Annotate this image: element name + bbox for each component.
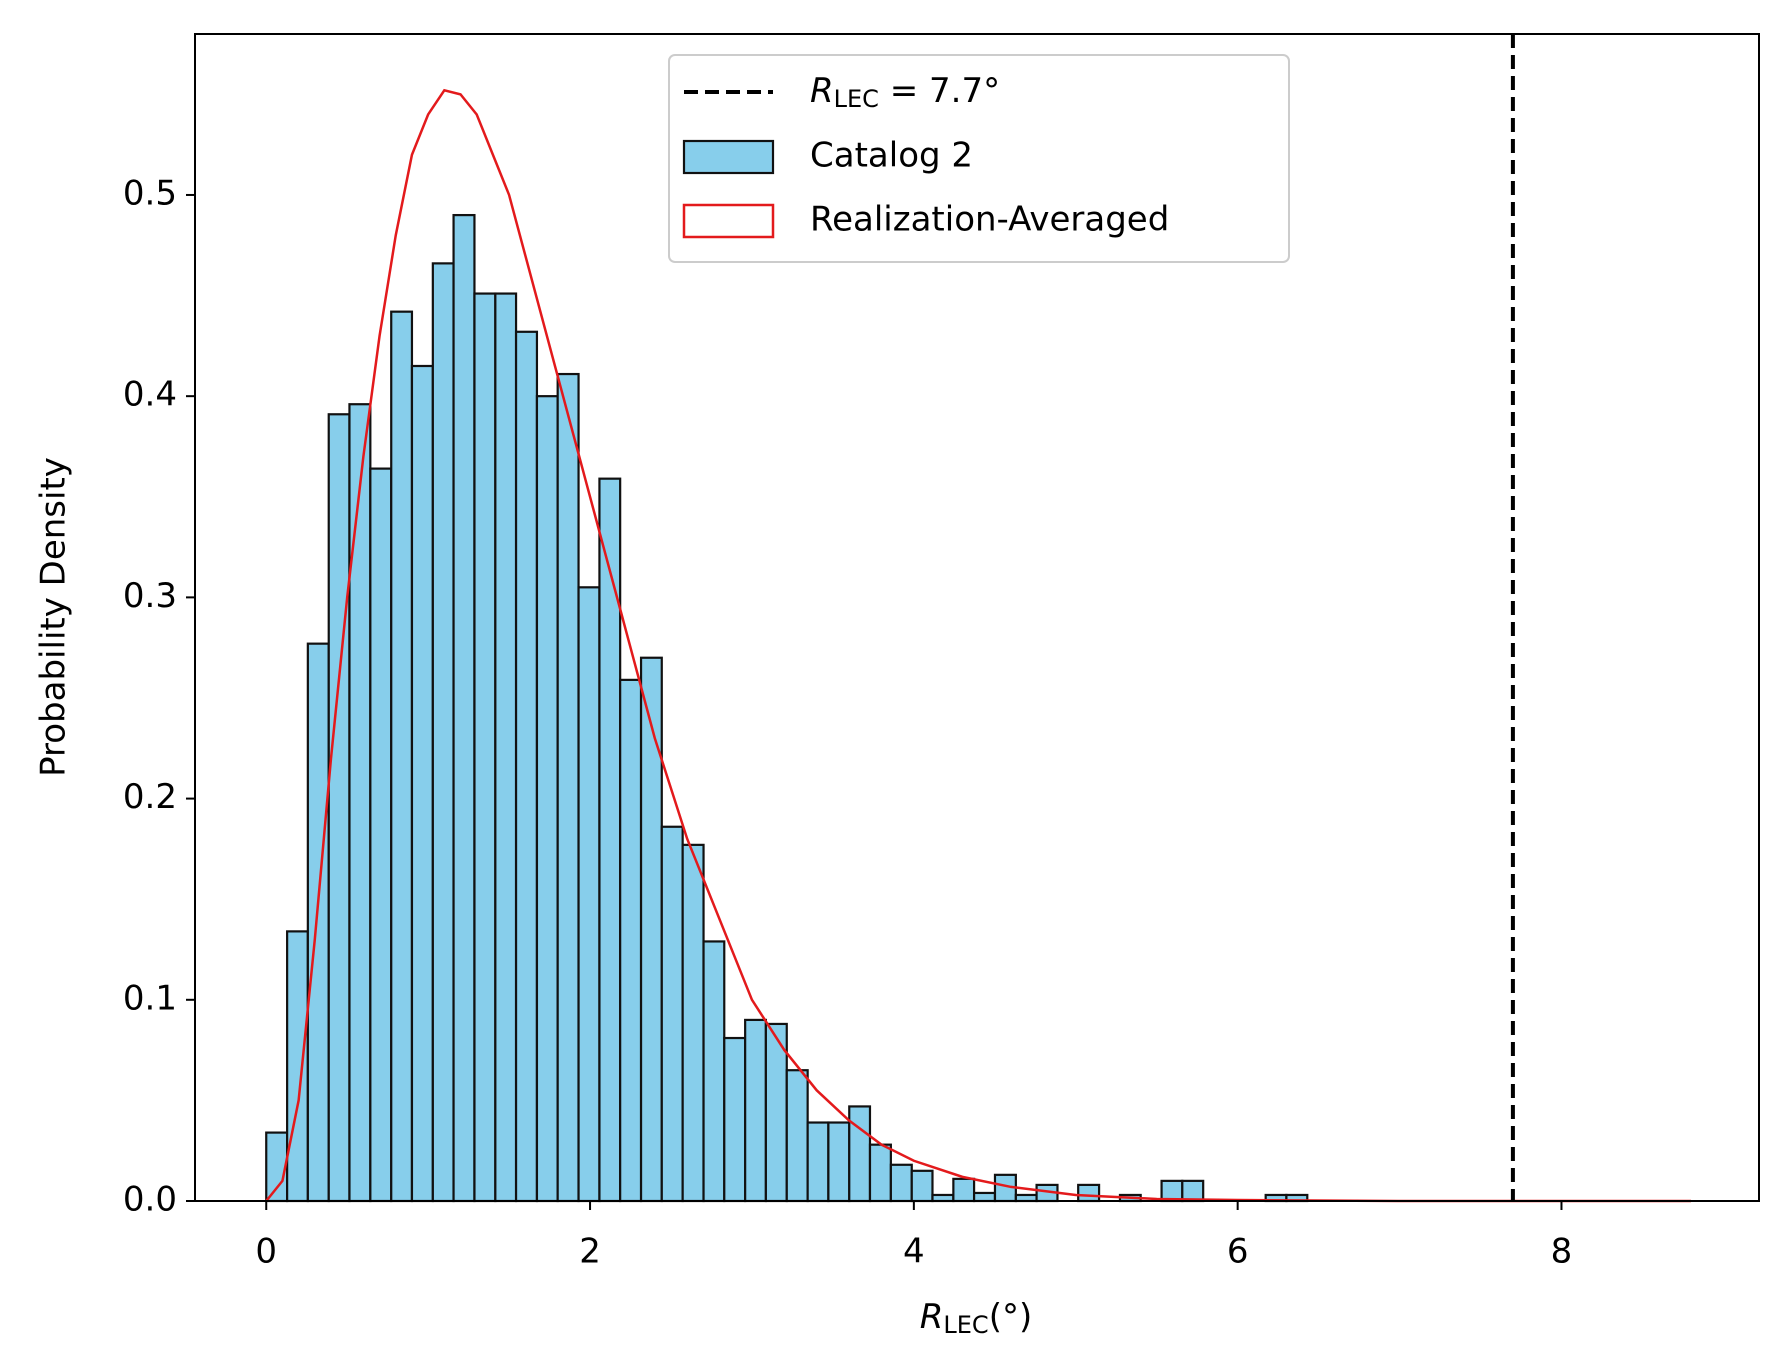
histogram-bar [868, 1143, 892, 1203]
x-axis-label: RLEC(°) [920, 1297, 1032, 1340]
averaged-line [265, 88, 1691, 1203]
histogram-bar [639, 656, 663, 1203]
y-axis-label: Probability Density [34, 457, 74, 777]
histogram-bar [1077, 1183, 1101, 1203]
legend-label: RLEC = 7.7° [810, 71, 1000, 114]
histogram-bar [494, 292, 518, 1203]
histogram-bar [619, 678, 643, 1203]
legend-label: Catalog 2 [810, 136, 973, 176]
histogram-bar [1181, 1179, 1205, 1203]
plot-frame [194, 33, 1760, 1202]
histogram-bar [910, 1169, 934, 1203]
histogram-bar [306, 642, 330, 1203]
histogram-bar [410, 364, 434, 1203]
histogram-bar [827, 1121, 851, 1203]
histogram-bar [514, 330, 539, 1203]
histogram-bar [390, 310, 414, 1203]
y-tick-label: 0.3 [123, 576, 177, 616]
histogram-bar [348, 403, 372, 1203]
legend-text: = 7.7° [879, 71, 1000, 111]
histogram-bar [744, 1018, 767, 1203]
histogram-bar [327, 413, 351, 1203]
y-tick-label: 0.4 [123, 375, 177, 415]
y-tick-label: 0.0 [123, 1180, 177, 1220]
histogram-bar [577, 586, 601, 1203]
legend-label: Realization-Averaged [810, 200, 1169, 240]
x-tick-label: 6 [1227, 1232, 1249, 1272]
histogram-bar [702, 940, 726, 1203]
histogram-bar [785, 1069, 809, 1203]
histogram-bar [723, 1036, 747, 1203]
histogram-bar [952, 1177, 976, 1203]
legend-swatch [682, 139, 775, 175]
x-tick-label: 8 [1551, 1232, 1573, 1272]
histogram-bar [889, 1163, 913, 1203]
histogram-bar [660, 825, 684, 1203]
legend-box [668, 54, 1290, 263]
histogram-bar [473, 292, 497, 1203]
legend-swatch [682, 203, 775, 239]
histogram-bar [369, 467, 393, 1203]
y-tick-label: 0.2 [123, 777, 177, 817]
legend-symbol: R [810, 71, 834, 111]
legend: RLEC = 7.7° Catalog 2 Realization-Averaged [668, 54, 1290, 263]
x-label-subscript: LEC [943, 1311, 988, 1339]
histogram-bar [535, 395, 559, 1203]
histogram-bar [681, 843, 705, 1203]
x-label-unit: (°) [989, 1297, 1033, 1337]
histogram-bar [806, 1121, 830, 1203]
histogram-bar [556, 372, 580, 1203]
x-tick-label: 2 [579, 1232, 601, 1272]
x-tick-label: 4 [903, 1232, 925, 1272]
histogram-bar [972, 1191, 997, 1203]
histogram-bar [598, 477, 622, 1203]
histogram-bar [452, 213, 476, 1203]
histogram-bar [431, 262, 455, 1203]
histogram-bar [848, 1105, 872, 1203]
y-tick-label: 0.5 [123, 173, 177, 213]
histogram-bar [286, 930, 309, 1203]
x-label-symbol: R [920, 1297, 944, 1337]
y-tick-label: 0.1 [123, 978, 177, 1018]
x-tick-label: 0 [255, 1232, 277, 1272]
legend-subscript: LEC [834, 85, 879, 113]
